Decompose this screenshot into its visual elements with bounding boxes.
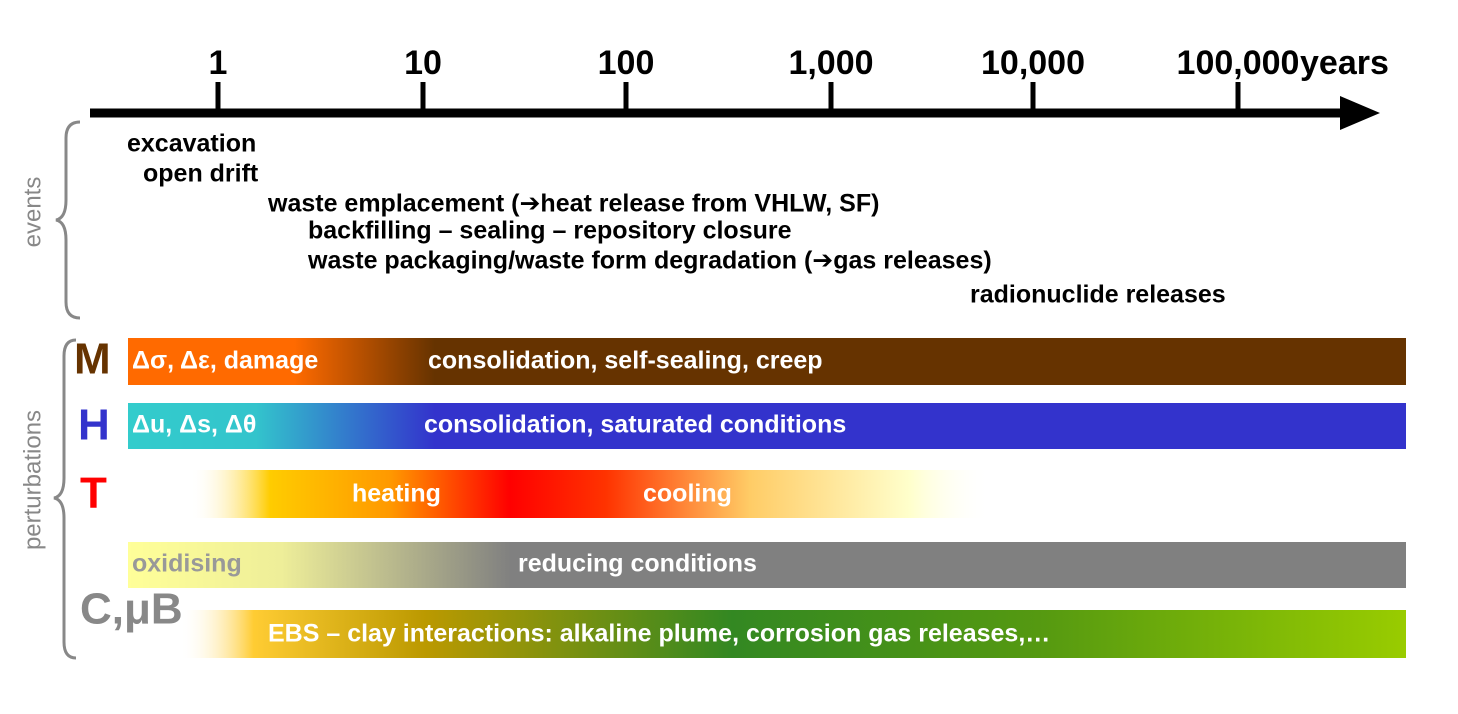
event: backfilling – sealing – repository closu… xyxy=(308,217,792,245)
event: waste packaging/waste form degradation (… xyxy=(307,247,992,275)
bar-hydraulic xyxy=(128,403,1406,449)
perturbations-brace xyxy=(53,338,77,660)
tick-label: 10,000 xyxy=(981,44,1085,82)
event: radionuclide releases xyxy=(970,281,1226,309)
tick-label: 10 xyxy=(404,44,442,82)
axis-tick-marks xyxy=(215,82,1241,112)
bar-thermal xyxy=(190,470,990,518)
bar-text: EBS – clay interactions: alkaline plume,… xyxy=(268,620,1050,648)
bar-text: Δu, Δs, Δθ xyxy=(132,411,256,439)
bar-ebs xyxy=(180,610,1406,658)
tick-label: 100,000 xyxy=(1177,44,1300,82)
process-letter: H xyxy=(78,401,110,450)
bar-text: consolidation, saturated conditions xyxy=(424,411,846,439)
bar-text: cooling xyxy=(643,480,732,508)
events-brace xyxy=(55,120,81,320)
axis-arrowhead xyxy=(1340,96,1380,130)
axis-unit: years xyxy=(1300,44,1389,82)
bar-text: reducing conditions xyxy=(518,550,757,578)
tick-label: 1,000 xyxy=(788,44,873,82)
bar-text: oxidising xyxy=(132,550,242,578)
bar-text: Δσ, Δε, damage xyxy=(132,347,318,375)
bar-text: consolidation, self-sealing, creep xyxy=(428,347,823,375)
bar-mechanical xyxy=(128,338,1406,385)
bar-chemical xyxy=(128,542,1406,588)
event: excavation xyxy=(127,130,256,158)
event: open drift xyxy=(143,160,259,188)
process-letter: C,μB xyxy=(80,585,183,634)
process-letter: T xyxy=(80,469,107,518)
event: waste emplacement (➔heat release from VH… xyxy=(267,190,879,218)
tick-label: 100 xyxy=(598,44,655,82)
process-letter: M xyxy=(74,335,111,384)
events-label: events xyxy=(19,177,46,248)
bar-text: heating xyxy=(352,480,441,508)
tick-label: 1 xyxy=(209,44,228,82)
perturbations-label: perturbations xyxy=(19,410,46,550)
